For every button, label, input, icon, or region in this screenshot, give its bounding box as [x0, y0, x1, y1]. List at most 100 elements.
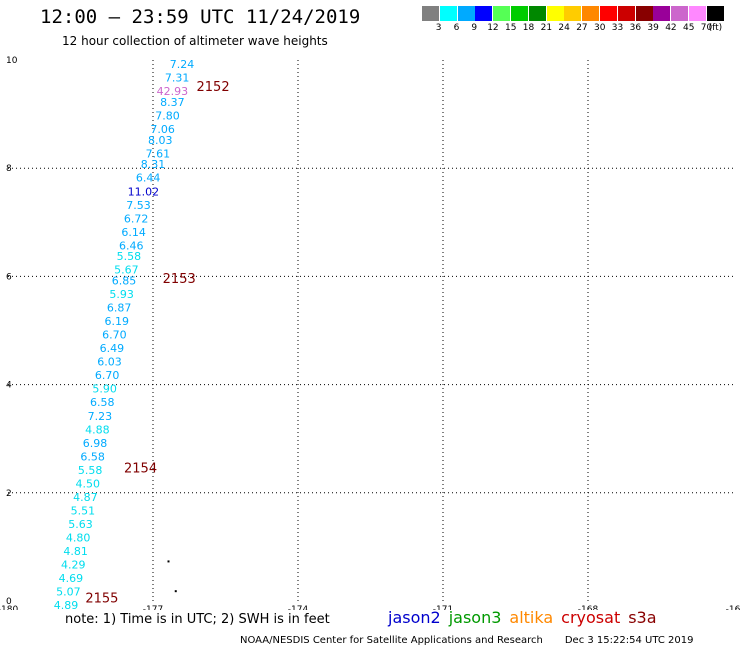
wave-height-value: 4.80 — [66, 531, 91, 544]
color-swatch — [475, 6, 493, 21]
satellite-legend-item: jason3 — [448, 608, 502, 627]
color-scale-label: 6 — [453, 23, 460, 33]
wave-height-value: 6.72 — [124, 212, 149, 225]
color-swatch — [511, 6, 528, 21]
satellite-legend-item: cryosat — [561, 608, 621, 627]
color-scale-label: 39 — [647, 23, 659, 33]
color-swatch — [528, 6, 546, 21]
track-dot — [174, 590, 177, 593]
wave-height-value: 7.80 — [155, 110, 180, 123]
color-scale-label: 27 — [576, 23, 588, 33]
y-tick-label: 8 — [6, 164, 12, 174]
wave-height-value: 6.98 — [83, 437, 108, 450]
x-tick-label: -177 — [143, 605, 163, 610]
wave-height-value: 5.67 — [114, 264, 139, 277]
wave-height-value: 5.58 — [117, 250, 142, 263]
wave-height-value: 4.87 — [73, 491, 98, 504]
track-dot — [167, 560, 170, 563]
color-swatch — [706, 6, 724, 21]
y-tick-label: 10 — [6, 56, 18, 66]
color-swatch — [422, 6, 439, 21]
wave-height-value: 4.69 — [59, 572, 84, 585]
wave-height-value: 5.58 — [78, 464, 103, 477]
color-scale-label: 70 — [700, 23, 713, 33]
wave-height-value: 6.87 — [107, 302, 132, 315]
wave-height-value: 6.03 — [97, 356, 122, 369]
y-tick-label: 2 — [6, 489, 12, 499]
wave-height-value: 4.50 — [76, 477, 101, 490]
color-scale-label: 18 — [522, 23, 535, 33]
y-tick-label: 6 — [6, 272, 12, 282]
wave-height-value: 6.14 — [121, 226, 146, 239]
color-scale-label: 30 — [594, 23, 606, 33]
color-swatch — [546, 6, 564, 21]
x-tick-label: -171 — [433, 605, 453, 610]
pass-number-label: 2155 — [85, 591, 118, 606]
wave-height-value: 7.61 — [146, 147, 171, 160]
wave-height-value: 4.29 — [61, 559, 86, 572]
wave-height-value: 6.58 — [90, 396, 115, 409]
wave-height-value: 4.89 — [54, 599, 79, 610]
wave-height-value: 6.70 — [95, 369, 120, 382]
x-tick-label: -16 — [726, 605, 740, 610]
chart-title: 12:00 — 23:59 UTC 11/24/2019 — [40, 6, 361, 28]
satellite-legend-item: s3a — [628, 608, 657, 627]
wave-height-value: 5.93 — [109, 288, 134, 301]
color-swatch — [582, 6, 600, 21]
color-scale-label: 15 — [505, 23, 517, 33]
pass-number-label: 2152 — [197, 80, 230, 95]
wave-height-value: 6.70 — [102, 329, 127, 342]
wave-height-value: 5.90 — [92, 383, 117, 396]
pass-number-label: 2154 — [124, 461, 157, 476]
x-tick-label: -168 — [578, 605, 599, 610]
wave-height-value: 4.81 — [63, 545, 88, 558]
wave-height-value: 6.46 — [119, 239, 144, 252]
satellite-legend-item: altika — [509, 608, 554, 627]
color-swatch — [564, 6, 582, 21]
color-swatch — [635, 6, 653, 21]
color-swatch — [671, 6, 689, 21]
wave-height-value: 5.51 — [71, 504, 96, 517]
wave-height-value: 7.06 — [150, 123, 175, 136]
color-scale-label: 21 — [540, 23, 553, 33]
wave-height-value: 7.24 — [170, 58, 195, 71]
x-tick-label: -174 — [288, 605, 309, 610]
footer-credit: NOAA/NESDIS Center for Satellite Applica… — [240, 635, 543, 646]
y-tick-label: 0 — [6, 597, 12, 607]
color-swatch — [600, 6, 617, 21]
footer-timestamp: Dec 3 15:22:54 UTC 2019 — [564, 635, 694, 646]
color-scale-label: 9 — [471, 23, 478, 33]
wave-height-value: 5.63 — [68, 518, 93, 531]
wave-height-value: 6.58 — [80, 450, 105, 463]
wave-height-value: 5.07 — [56, 586, 81, 599]
color-swatch — [653, 6, 671, 21]
wave-height-value: 42.93 — [157, 85, 189, 98]
wave-height-value: 11.02 — [128, 185, 160, 198]
pass-number-label: 2153 — [163, 272, 196, 287]
wave-height-value: 7.31 — [165, 72, 190, 85]
x-tick-label: -180 — [0, 605, 18, 610]
satellite-legend-item: jason2 — [388, 608, 441, 627]
color-scale-label: 42 — [665, 23, 677, 33]
note-text: note: 1) Time is in UTC; 2) SWH is in fe… — [65, 612, 330, 627]
color-scale-label: 24 — [558, 23, 570, 33]
wave-height-plot: -180 -177 -174 -171 -168 -16 0 2 4 6 8 10 7.247.3142… — [0, 56, 740, 610]
color-swatch — [493, 6, 511, 21]
wave-height-value: 6.85 — [112, 275, 137, 288]
color-swatch — [439, 6, 457, 21]
wave-height-value: 6.19 — [105, 315, 130, 328]
color-scale-label: 33 — [611, 23, 624, 33]
wave-height-value: 4.88 — [85, 423, 110, 436]
wave-height-value: 7.23 — [88, 410, 113, 423]
wave-height-value: 6.49 — [100, 342, 125, 355]
wave-height-value: 8.37 — [160, 96, 185, 109]
satellite-legend: jason2 jason3 altika cryosat s3a — [388, 608, 665, 627]
color-scale-unit: (ft) — [708, 23, 723, 33]
color-scale-label: 36 — [629, 23, 642, 33]
chart-subtitle: 12 hour collection of altimeter wave hei… — [62, 34, 328, 48]
wave-height-value: 7.53 — [126, 199, 151, 212]
color-scale-label: 45 — [683, 23, 695, 33]
wave-height-value: 8.03 — [148, 134, 173, 147]
color-scale-label: 12 — [487, 23, 499, 33]
color-swatch — [689, 6, 706, 21]
